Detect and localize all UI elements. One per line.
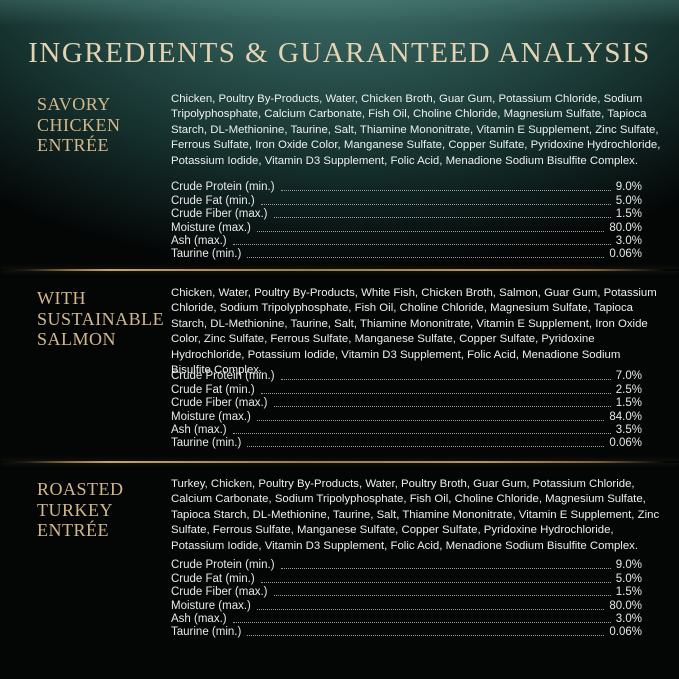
analysis-label: Crude Protein (min.) xyxy=(171,559,275,572)
dotted-leader xyxy=(260,203,611,205)
analysis-value: 0.06% xyxy=(609,626,642,639)
analysis-row: Crude Fiber (max.) 1.5% xyxy=(171,396,642,409)
dotted-leader xyxy=(232,432,611,434)
analysis-value: 2.5% xyxy=(615,383,642,396)
ingredients-text: Chicken, Poultry By-Products, Water, Chi… xyxy=(171,93,661,167)
dotted-leader xyxy=(273,406,611,408)
analysis-row: Crude Protein (min.) 9.0% xyxy=(171,558,642,571)
analysis-row: Moisture (max.) 84.0% xyxy=(171,409,642,423)
dotted-leader xyxy=(247,257,605,259)
analysis-label: Taurine (min.) xyxy=(171,626,242,639)
analysis-value: 80.0% xyxy=(609,599,642,612)
analysis-row: Crude Protein (min.) 9.0% xyxy=(171,180,642,193)
analysis-label: Ash (max.) xyxy=(171,423,227,436)
analysis-row: Taurine (min.) 0.06% xyxy=(171,247,642,260)
analysis-row: Crude Fat (min.) 5.0% xyxy=(171,193,642,207)
analysis-value: 9.0% xyxy=(615,559,642,572)
analysis-row: Taurine (min.) 0.06% xyxy=(171,436,642,449)
analysis-value: 3.0% xyxy=(615,612,642,625)
analysis-label: Moisture (max.) xyxy=(171,221,251,234)
analysis-value: 3.0% xyxy=(615,234,642,247)
product-name: ROASTED TURKEY ENTRÉE xyxy=(37,479,124,540)
analysis-label: Crude Fat (min.) xyxy=(171,383,255,396)
analysis-value: 3.5% xyxy=(615,423,642,436)
dotted-leader xyxy=(256,608,605,610)
analysis-label: Crude Fat (min.) xyxy=(171,194,255,207)
dotted-leader xyxy=(260,581,611,583)
dotted-leader xyxy=(273,217,611,219)
dotted-leader xyxy=(256,419,605,421)
dotted-leader xyxy=(247,446,605,448)
dotted-leader xyxy=(256,230,605,232)
gold-divider xyxy=(0,269,679,271)
analysis-label: Crude Protein (min.) xyxy=(171,370,275,383)
product-name: SAVORY CHICKEN ENTRÉE xyxy=(37,94,121,155)
dotted-leader xyxy=(232,621,611,623)
analysis-value: 80.0% xyxy=(609,221,642,234)
analysis-value: 1.5% xyxy=(615,586,642,599)
analysis-label: Taurine (min.) xyxy=(171,437,242,450)
dotted-leader xyxy=(273,595,611,597)
analysis-label: Crude Protein (min.) xyxy=(171,181,275,194)
analysis-label: Crude Fat (min.) xyxy=(171,572,255,585)
analysis-label: Crude Fiber (max.) xyxy=(171,586,268,599)
analysis-label: Moisture (max.) xyxy=(171,599,251,612)
analysis-row: Moisture (max.) 80.0% xyxy=(171,220,642,234)
analysis-value: 9.0% xyxy=(615,181,642,194)
analysis-label: Crude Fiber (max.) xyxy=(171,397,268,410)
analysis-row: Crude Fiber (max.) 1.5% xyxy=(171,585,642,598)
ingredients-text: Chicken, Water, Poultry By-Products, Whi… xyxy=(171,287,657,377)
analysis-row: Crude Fat (min.) 2.5% xyxy=(171,382,642,396)
dotted-leader xyxy=(280,379,611,381)
analysis-label: Moisture (max.) xyxy=(171,410,251,423)
guaranteed-analysis-table: Crude Protein (min.) 9.0% Crude Fat (min.)… xyxy=(171,558,642,638)
analysis-row: Crude Fiber (max.) 1.5% xyxy=(171,207,642,220)
analysis-value: 0.06% xyxy=(609,437,642,450)
analysis-label: Ash (max.) xyxy=(171,234,227,247)
guaranteed-analysis-table: Crude Protein (min.) 9.0% Crude Fat (min.)… xyxy=(171,180,642,260)
analysis-row: Taurine (min.) 0.06% xyxy=(171,625,642,638)
analysis-value: 5.0% xyxy=(615,194,642,207)
analysis-label: Taurine (min.) xyxy=(171,248,242,261)
guaranteed-analysis-table: Crude Protein (min.) 7.0% Crude Fat (min.)… xyxy=(171,369,642,449)
analysis-value: 84.0% xyxy=(609,410,642,423)
analysis-value: 1.5% xyxy=(615,208,642,221)
analysis-value: 7.0% xyxy=(615,370,642,383)
analysis-row: Ash (max.) 3.0% xyxy=(171,612,642,625)
dotted-leader xyxy=(280,190,611,192)
page-title: INGREDIENTS & GUARANTEED ANALYSIS xyxy=(28,37,651,69)
analysis-row: Crude Protein (min.) 7.0% xyxy=(171,369,642,382)
analysis-row: Ash (max.) 3.5% xyxy=(171,423,642,436)
gold-divider xyxy=(0,461,679,463)
analysis-label: Ash (max.) xyxy=(171,612,227,625)
dotted-leader xyxy=(232,243,611,245)
ingredients-text: Turkey, Chicken, Poultry By-Products, Wa… xyxy=(171,478,660,552)
analysis-value: 1.5% xyxy=(615,397,642,410)
analysis-value: 5.0% xyxy=(615,572,642,585)
analysis-value: 0.06% xyxy=(609,248,642,261)
dotted-leader xyxy=(280,568,611,570)
analysis-label: Crude Fiber (max.) xyxy=(171,208,268,221)
analysis-row: Moisture (max.) 80.0% xyxy=(171,598,642,612)
product-name: WITH SUSTAINABLE SALMON xyxy=(37,288,165,349)
analysis-row: Ash (max.) 3.0% xyxy=(171,234,642,247)
dotted-leader xyxy=(260,392,611,394)
analysis-row: Crude Fat (min.) 5.0% xyxy=(171,571,642,585)
dotted-leader xyxy=(247,635,605,637)
